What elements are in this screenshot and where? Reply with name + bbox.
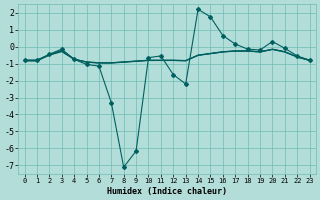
X-axis label: Humidex (Indice chaleur): Humidex (Indice chaleur) <box>107 187 227 196</box>
